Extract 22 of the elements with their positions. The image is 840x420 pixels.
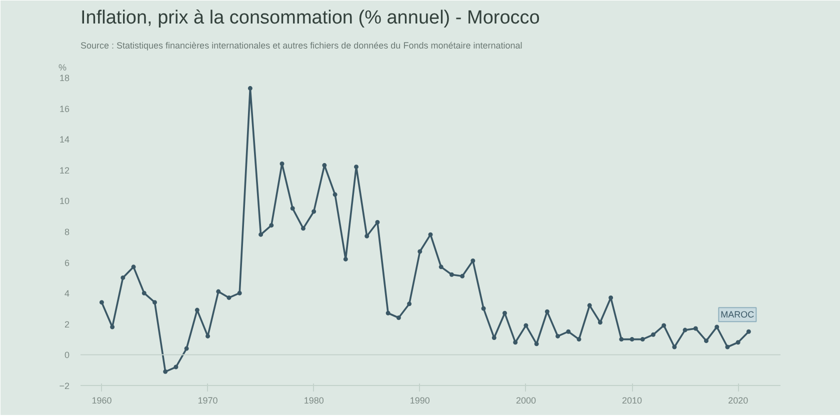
y-tick-label: 12 [59, 165, 70, 176]
y-tick-label: 14 [59, 134, 70, 145]
y-tick-label: 8 [64, 227, 70, 237]
x-tick-label: 1970 [198, 396, 218, 406]
x-tick-label: 2010 [622, 396, 642, 406]
x-tick-label: 1960 [92, 396, 112, 406]
x-tick-label: 1980 [304, 396, 324, 406]
series-label: MAROC [720, 310, 755, 320]
chart-title: Inflation, prix à la consommation (% annuel) - Morocco [80, 8, 540, 28]
y-tick-label: 4 [64, 288, 70, 299]
y-tick-label: 6 [64, 258, 70, 268]
y-tick-label: 0 [64, 350, 70, 360]
y-tick-label: 10 [59, 196, 70, 206]
y-axis-title: % [58, 62, 67, 72]
y-tick-label: 16 [59, 104, 70, 114]
y-tick-label: 18 [59, 73, 70, 83]
x-tick-label: 1990 [410, 396, 430, 406]
y-tick-label: 2 [64, 319, 70, 330]
source-note: Source : Statistiques financières internationales et autres fichiers de données du Fonds monétaire international [80, 40, 522, 50]
x-tick-label: 2020 [728, 396, 748, 406]
y-tick-label: −2 [59, 381, 70, 391]
x-tick-label: 2000 [516, 396, 536, 406]
